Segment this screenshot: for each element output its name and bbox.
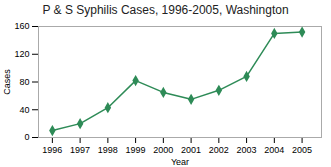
svg-text:2003: 2003	[237, 145, 257, 155]
svg-text:Year: Year	[171, 157, 189, 167]
html-text:P & S Syphilis Cases, 1996-200: P & S Syphilis Cases, 1996-2005, Washing…	[42, 3, 289, 17]
svg-text:2004: 2004	[264, 145, 284, 155]
svg-text:2002: 2002	[209, 145, 229, 155]
svg-text:0: 0	[24, 132, 29, 142]
svg-text:120: 120	[14, 49, 29, 59]
svg-text:1997: 1997	[70, 145, 90, 155]
svg-text:Cases: Cases	[2, 69, 12, 95]
svg-text:1999: 1999	[126, 145, 146, 155]
svg-text:2001: 2001	[181, 145, 201, 155]
svg-text:2005: 2005	[292, 145, 312, 155]
svg-text:2000: 2000	[153, 145, 173, 155]
svg-text:80: 80	[19, 77, 29, 87]
svg-text:1996: 1996	[42, 145, 62, 155]
svg-text:40: 40	[19, 105, 29, 115]
svg-text:1998: 1998	[98, 145, 118, 155]
svg-text:160: 160	[14, 21, 29, 31]
